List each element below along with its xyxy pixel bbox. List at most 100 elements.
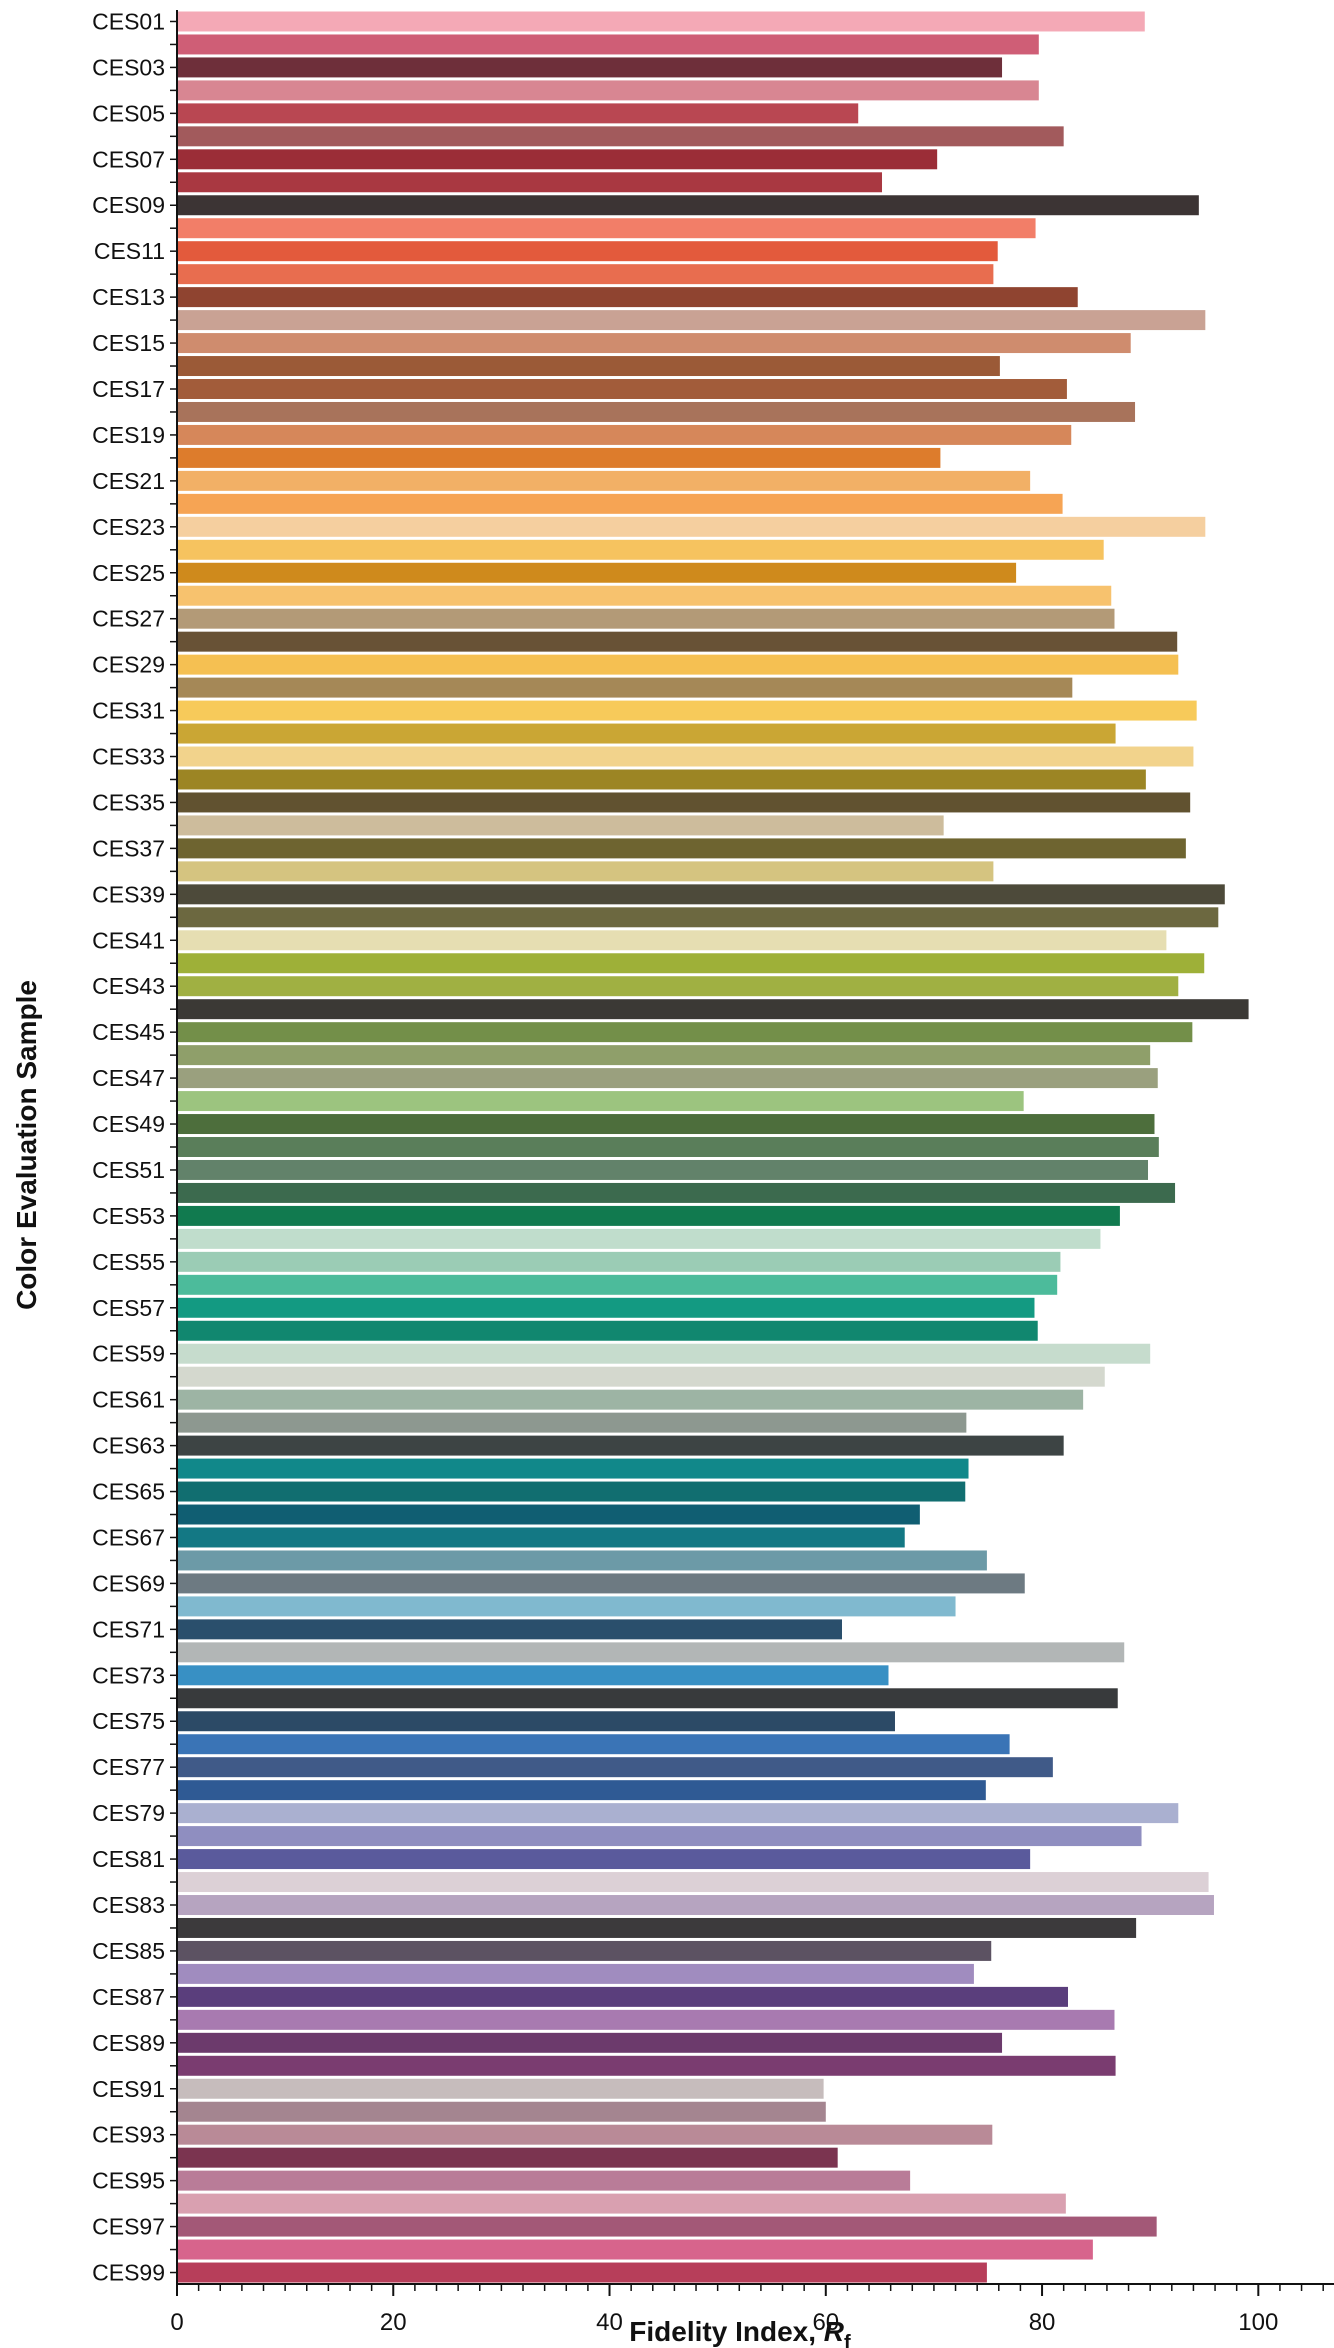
y-tick-label-ces17: CES17: [92, 376, 165, 402]
bars-group: [177, 11, 1249, 2283]
bar-ces76: [177, 1734, 1010, 1755]
bar-ces79: [177, 1803, 1179, 1824]
bar-ces88: [177, 2009, 1115, 2030]
bar-ces87: [177, 1986, 1068, 2007]
y-ticks-group: CES01 CES03 CES05 CES07 CES09 CES11 CES13 CES15…: [92, 8, 177, 2286]
bar-ces63: [177, 1435, 1064, 1456]
y-tick-label-ces71: CES71: [92, 1616, 165, 1642]
bar-ces40: [177, 907, 1219, 928]
x-tick-label-40: 40: [596, 2309, 623, 2336]
x-tick-label-100: 100: [1238, 2309, 1278, 2336]
y-tick-label-ces11: CES11: [94, 238, 165, 264]
bar-ces06: [177, 126, 1064, 147]
bar-ces36: [177, 815, 944, 836]
bar-ces09: [177, 195, 1199, 216]
bar-ces61: [177, 1389, 1084, 1410]
y-tick-label-ces13: CES13: [92, 284, 165, 310]
y-tick-label-ces25: CES25: [92, 560, 165, 586]
bar-ces24: [177, 539, 1104, 560]
bar-ces57: [177, 1297, 1035, 1318]
bar-ces53: [177, 1205, 1120, 1226]
bar-ces89: [177, 2032, 1003, 2053]
y-tick-label-ces33: CES33: [92, 744, 165, 770]
bar-ces17: [177, 379, 1067, 399]
x-axis-title-italic: R: [824, 2316, 845, 2347]
bar-ces20: [177, 447, 941, 468]
y-tick-label-ces69: CES69: [92, 1570, 165, 1596]
bar-ces70: [177, 1596, 956, 1617]
y-tick-label-ces91: CES91: [92, 2076, 165, 2102]
bar-ces55: [177, 1251, 1061, 1272]
bar-ces54: [177, 1228, 1101, 1249]
bar-ces38: [177, 861, 994, 882]
bar-ces21: [177, 470, 1031, 491]
bar-ces39: [177, 884, 1225, 905]
x-tick-label-0: 0: [170, 2309, 183, 2336]
bar-ces16: [177, 356, 1000, 377]
bar-ces37: [177, 838, 1186, 859]
bar-ces64: [177, 1458, 969, 1479]
y-tick-label-ces29: CES29: [92, 652, 165, 678]
y-axis-title: Color Evaluation Sample: [11, 980, 42, 1310]
bar-ces69: [177, 1573, 1025, 1594]
y-tick-label-ces15: CES15: [92, 330, 165, 356]
bar-ces62: [177, 1412, 967, 1433]
bar-ces60: [177, 1366, 1105, 1387]
bar-ces04: [177, 80, 1039, 101]
y-tick-label-ces51: CES51: [92, 1157, 165, 1183]
bar-ces02: [177, 34, 1039, 55]
bar-ces83: [177, 1895, 1214, 1915]
y-tick-label-ces93: CES93: [92, 2122, 165, 2148]
y-tick-label-ces23: CES23: [92, 514, 165, 540]
y-tick-label-ces65: CES65: [92, 1479, 165, 1505]
bar-ces05: [177, 103, 859, 124]
bar-ces84: [177, 1917, 1137, 1938]
bar-ces31: [177, 700, 1197, 721]
y-tick-label-ces05: CES05: [92, 100, 165, 126]
y-tick-label-ces07: CES07: [92, 146, 165, 172]
bar-ces91: [177, 2078, 824, 2099]
bar-ces96: [177, 2193, 1066, 2214]
bar-ces11: [177, 241, 998, 262]
bar-ces74: [177, 1688, 1118, 1709]
x-axis-title-main: Fidelity Index,: [629, 2316, 823, 2347]
bar-ces52: [177, 1182, 1176, 1203]
bar-ces77: [177, 1757, 1053, 1778]
bar-ces51: [177, 1159, 1149, 1180]
bar-ces72: [177, 1642, 1125, 1663]
y-tick-label-ces87: CES87: [92, 1984, 165, 2010]
bar-ces33: [177, 746, 1194, 767]
bar-ces97: [177, 2216, 1157, 2237]
bar-ces75: [177, 1711, 895, 1732]
bar-ces10: [177, 218, 1036, 239]
bar-ces23: [177, 516, 1206, 537]
bar-ces68: [177, 1550, 987, 1571]
bar-ces49: [177, 1114, 1155, 1135]
bar-ces85: [177, 1940, 992, 1961]
bar-ces42: [177, 953, 1205, 974]
bar-ces73: [177, 1665, 889, 1686]
y-tick-label-ces75: CES75: [92, 1708, 165, 1734]
x-tick-label-60: 60: [812, 2309, 839, 2336]
y-tick-label-ces77: CES77: [92, 1754, 165, 1780]
bar-ces66: [177, 1504, 920, 1525]
bar-ces19: [177, 424, 1072, 445]
y-tick-label-ces19: CES19: [92, 422, 165, 448]
bar-ces81: [177, 1849, 1031, 1870]
bar-ces14: [177, 310, 1206, 331]
bar-ces98: [177, 2239, 1093, 2260]
bar-ces03: [177, 57, 1003, 78]
y-tick-label-ces67: CES67: [92, 1524, 165, 1550]
y-tick-label-ces09: CES09: [92, 192, 165, 218]
bar-ces45: [177, 1022, 1193, 1043]
bar-ces90: [177, 2055, 1116, 2076]
y-tick-label-ces47: CES47: [92, 1065, 165, 1091]
x-tick-label-80: 80: [1029, 2309, 1056, 2336]
bar-ces27: [177, 608, 1115, 629]
y-tick-label-ces73: CES73: [92, 1662, 165, 1688]
y-tick-label-ces27: CES27: [92, 606, 165, 632]
x-axis-title: Fidelity Index, Rf: [629, 2316, 851, 2348]
bar-ces26: [177, 585, 1112, 606]
y-tick-label-ces37: CES37: [92, 835, 165, 861]
y-tick-label-ces21: CES21: [92, 468, 165, 494]
